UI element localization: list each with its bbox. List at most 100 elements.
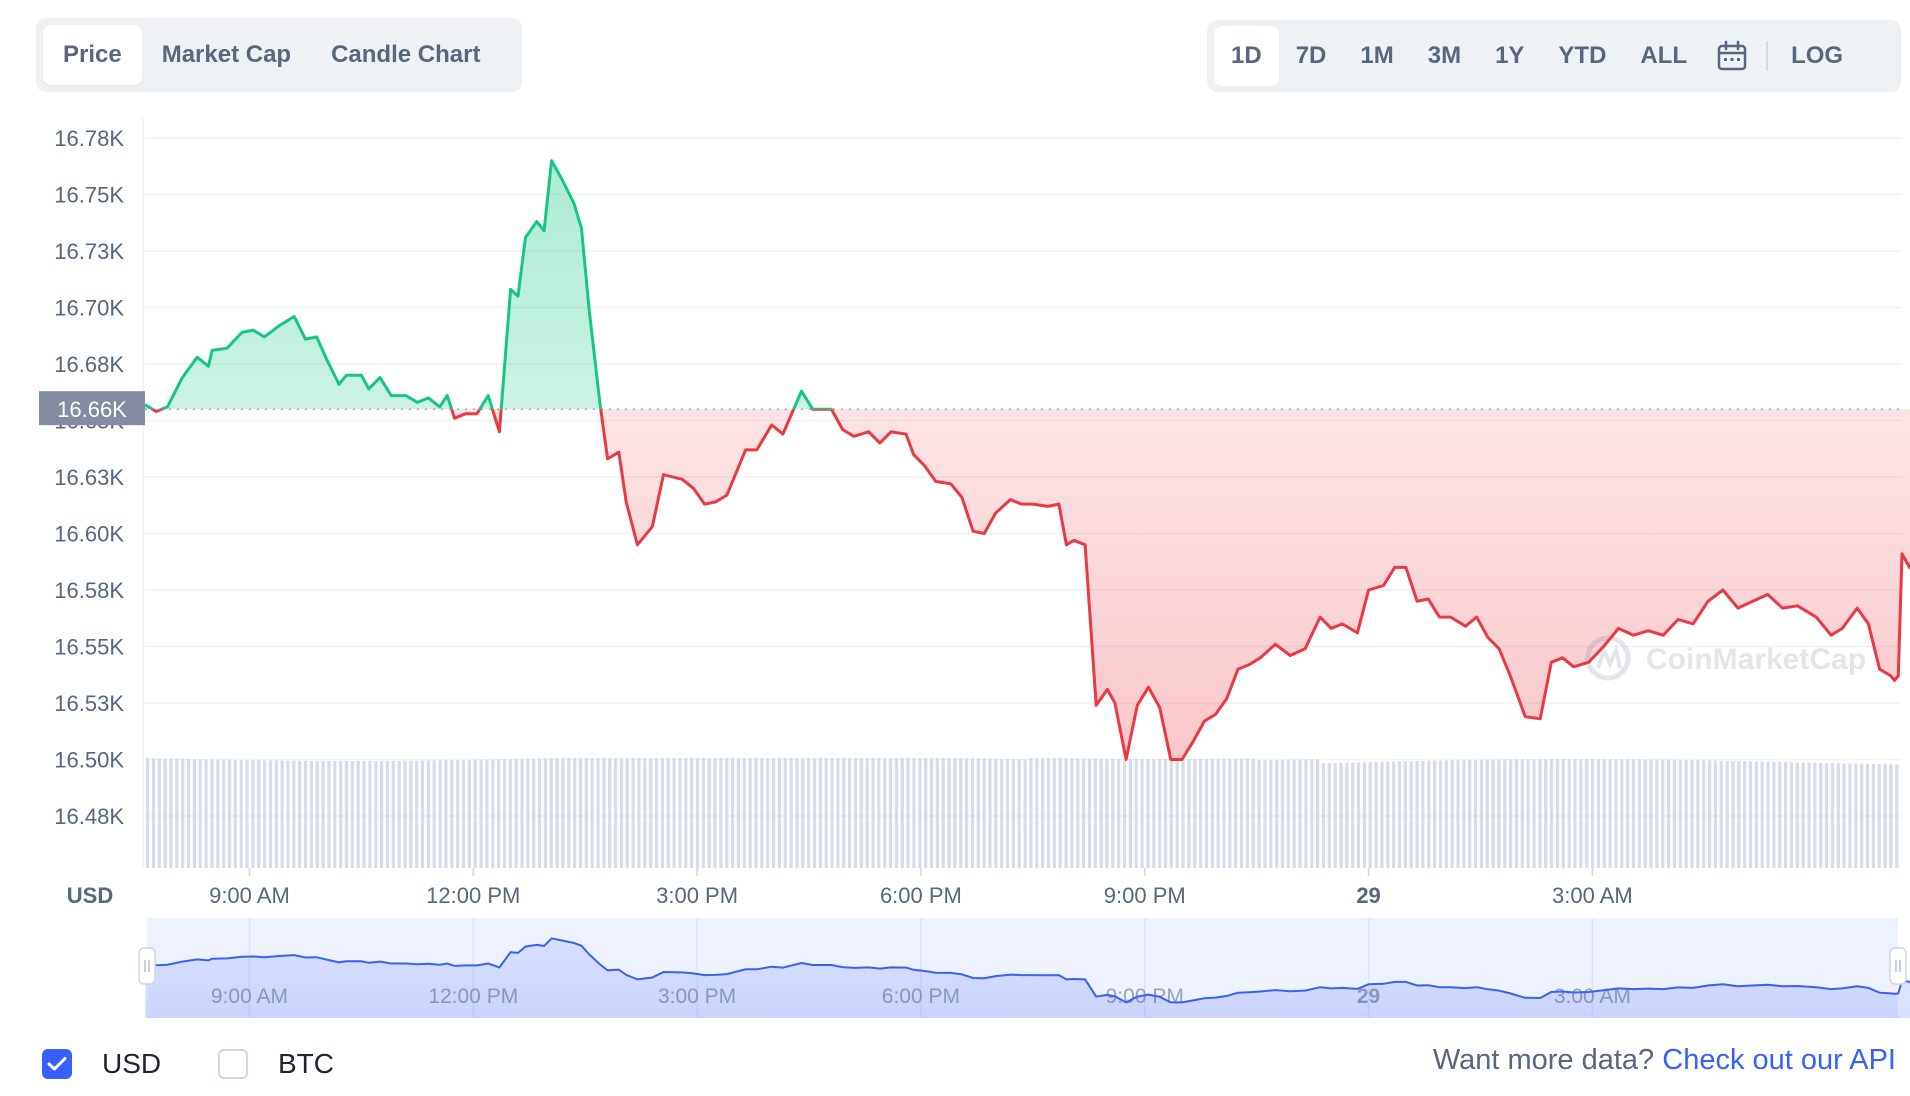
volume-bar (771, 758, 776, 868)
volume-bar (1743, 761, 1747, 868)
volume-bar (309, 760, 313, 868)
navigator-line (144, 937, 1910, 1004)
calendar-button[interactable] (1704, 26, 1760, 86)
volume-bar (1356, 762, 1361, 868)
tab-market-cap[interactable]: Market Cap (161, 41, 292, 68)
range-all[interactable]: ALL (1640, 42, 1688, 69)
range-1m[interactable]: 1M (1360, 42, 1394, 69)
volume-bar (1082, 758, 1086, 868)
volume-bar (871, 758, 875, 868)
volume-bar (274, 760, 278, 868)
tab-price[interactable]: Price (43, 25, 142, 85)
api-promo-text: Want more data? (1432, 1044, 1655, 1076)
volume-bar (1667, 759, 1671, 868)
tab-candle-chart[interactable]: Candle Chart (331, 41, 481, 68)
price-area-below (152, 409, 1910, 760)
usd-option[interactable]: USD (42, 1048, 161, 1080)
volume-bar (602, 758, 606, 868)
range-3m[interactable]: 3M (1427, 42, 1462, 69)
navigator-handle-right[interactable] (1889, 947, 1907, 985)
x-tick-label: 3:00 AM (1552, 883, 1633, 908)
btc-checkbox[interactable] (218, 1049, 248, 1079)
volume-bar (1280, 759, 1285, 868)
volume-bar (1807, 762, 1811, 868)
volume-bar (245, 760, 249, 868)
volume-bar (584, 758, 588, 868)
volume-bar (666, 758, 670, 868)
volume-bar (853, 758, 858, 868)
range-1y[interactable]: 1Y (1495, 42, 1525, 69)
volume-bar (216, 759, 220, 868)
volume-bar (1128, 758, 1132, 868)
volume-bar (947, 758, 951, 868)
volume-bar (1555, 759, 1560, 868)
volume-bar (1766, 761, 1770, 868)
volume-bar (1269, 760, 1273, 868)
navigator-area (145, 938, 1910, 1018)
volume-bars (146, 758, 1899, 868)
volume-bar (1392, 761, 1396, 868)
volume-bar (526, 758, 530, 868)
x-tick-label: 3:00 PM (656, 883, 738, 908)
volume-bar (684, 758, 688, 868)
btc-option[interactable]: BTC (218, 1048, 334, 1080)
volume-bar (456, 760, 460, 868)
volume-bar (151, 758, 156, 868)
volume-bar (298, 760, 302, 868)
volume-bar (1181, 758, 1185, 868)
volume-bar (1643, 759, 1647, 868)
range-1d[interactable]: 1D (1214, 26, 1279, 86)
usd-checkbox[interactable] (42, 1049, 72, 1079)
volume-bar (590, 758, 594, 868)
volume-bar (1649, 759, 1653, 868)
volume-bar (520, 758, 524, 868)
volume-bar (1661, 759, 1665, 868)
volume-bar (1819, 762, 1823, 868)
api-link[interactable]: Check out our API (1662, 1044, 1896, 1076)
volume-bar (1438, 760, 1443, 868)
volume-bar (1117, 758, 1121, 868)
volume-bar (888, 758, 893, 868)
volume-bar (631, 758, 635, 868)
volume-bar (344, 760, 349, 868)
volume-bar (1456, 760, 1460, 868)
volume-bar (1052, 758, 1056, 868)
x-tick-label: 6:00 PM (880, 883, 962, 908)
volume-bar (929, 758, 934, 868)
volume-bar (1550, 759, 1554, 868)
y-tick-label: 16.60K (54, 522, 124, 547)
x-tick-label: 9:00 PM (1104, 883, 1186, 908)
volume-bar (1626, 759, 1630, 868)
volume-bar (1292, 759, 1296, 868)
volume-bar (1152, 758, 1156, 868)
volume-bar (801, 758, 805, 868)
volume-bar (1415, 760, 1419, 868)
volume-bar (935, 758, 939, 868)
price-line-down (149, 409, 1910, 761)
volume-bar (1450, 760, 1454, 868)
volume-bar (1380, 761, 1384, 868)
range-7d[interactable]: 7D (1295, 42, 1327, 69)
volume-bar (1778, 761, 1782, 868)
volume-bar (192, 759, 196, 868)
volume-bar (1286, 759, 1290, 868)
volume-bar (1719, 760, 1723, 868)
volume-bar (491, 759, 495, 868)
volume-bar (976, 758, 980, 868)
range-ytd[interactable]: YTD (1558, 42, 1607, 69)
volume-bar (1725, 760, 1729, 868)
navigator-handle-left[interactable] (138, 947, 156, 985)
volume-bar (818, 758, 822, 868)
volume-bar (1070, 758, 1074, 868)
volume-bar (1784, 762, 1788, 868)
volume-bar (1087, 758, 1092, 868)
volume-bar (1503, 759, 1507, 868)
volume-bar (1017, 759, 1021, 868)
volume-bar (1748, 761, 1753, 868)
log-toggle[interactable]: LOG (1791, 42, 1844, 69)
volume-bar (725, 758, 729, 868)
volume-bar (1561, 759, 1565, 868)
volume-bar (1298, 759, 1302, 868)
volume-bar (1848, 763, 1852, 868)
volume-bar (742, 758, 746, 868)
